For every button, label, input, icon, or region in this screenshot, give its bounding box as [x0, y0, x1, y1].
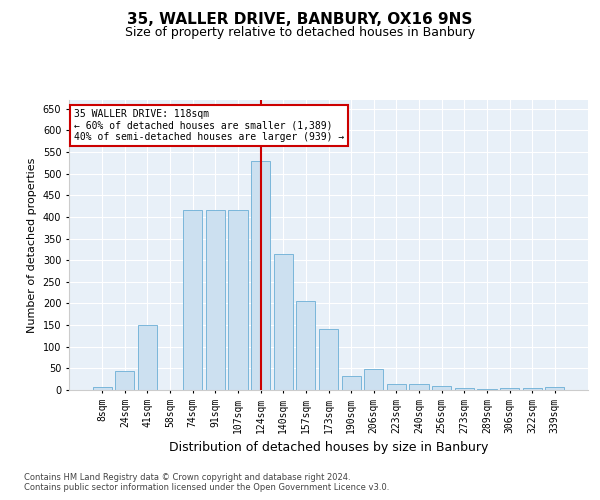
Bar: [523, 388, 542, 390]
Bar: [432, 386, 451, 390]
Bar: [251, 160, 270, 390]
Bar: [206, 210, 225, 390]
Bar: [409, 384, 428, 390]
Bar: [138, 325, 157, 390]
Bar: [341, 376, 361, 390]
Bar: [545, 388, 565, 390]
Bar: [183, 210, 202, 390]
Bar: [229, 210, 248, 390]
Y-axis label: Number of detached properties: Number of detached properties: [27, 158, 37, 332]
Bar: [387, 384, 406, 390]
Bar: [274, 254, 293, 390]
Bar: [500, 388, 519, 390]
Text: Contains HM Land Registry data © Crown copyright and database right 2024.: Contains HM Land Registry data © Crown c…: [24, 472, 350, 482]
Text: 35, WALLER DRIVE, BANBURY, OX16 9NS: 35, WALLER DRIVE, BANBURY, OX16 9NS: [127, 12, 473, 28]
Bar: [319, 330, 338, 390]
Bar: [477, 389, 497, 390]
Bar: [296, 302, 316, 390]
Bar: [364, 369, 383, 390]
Bar: [115, 371, 134, 390]
Text: Size of property relative to detached houses in Banbury: Size of property relative to detached ho…: [125, 26, 475, 39]
Bar: [92, 387, 112, 390]
Text: Contains public sector information licensed under the Open Government Licence v3: Contains public sector information licen…: [24, 484, 389, 492]
X-axis label: Distribution of detached houses by size in Banbury: Distribution of detached houses by size …: [169, 441, 488, 454]
Text: 35 WALLER DRIVE: 118sqm
← 60% of detached houses are smaller (1,389)
40% of semi: 35 WALLER DRIVE: 118sqm ← 60% of detache…: [74, 108, 344, 142]
Bar: [455, 388, 474, 390]
